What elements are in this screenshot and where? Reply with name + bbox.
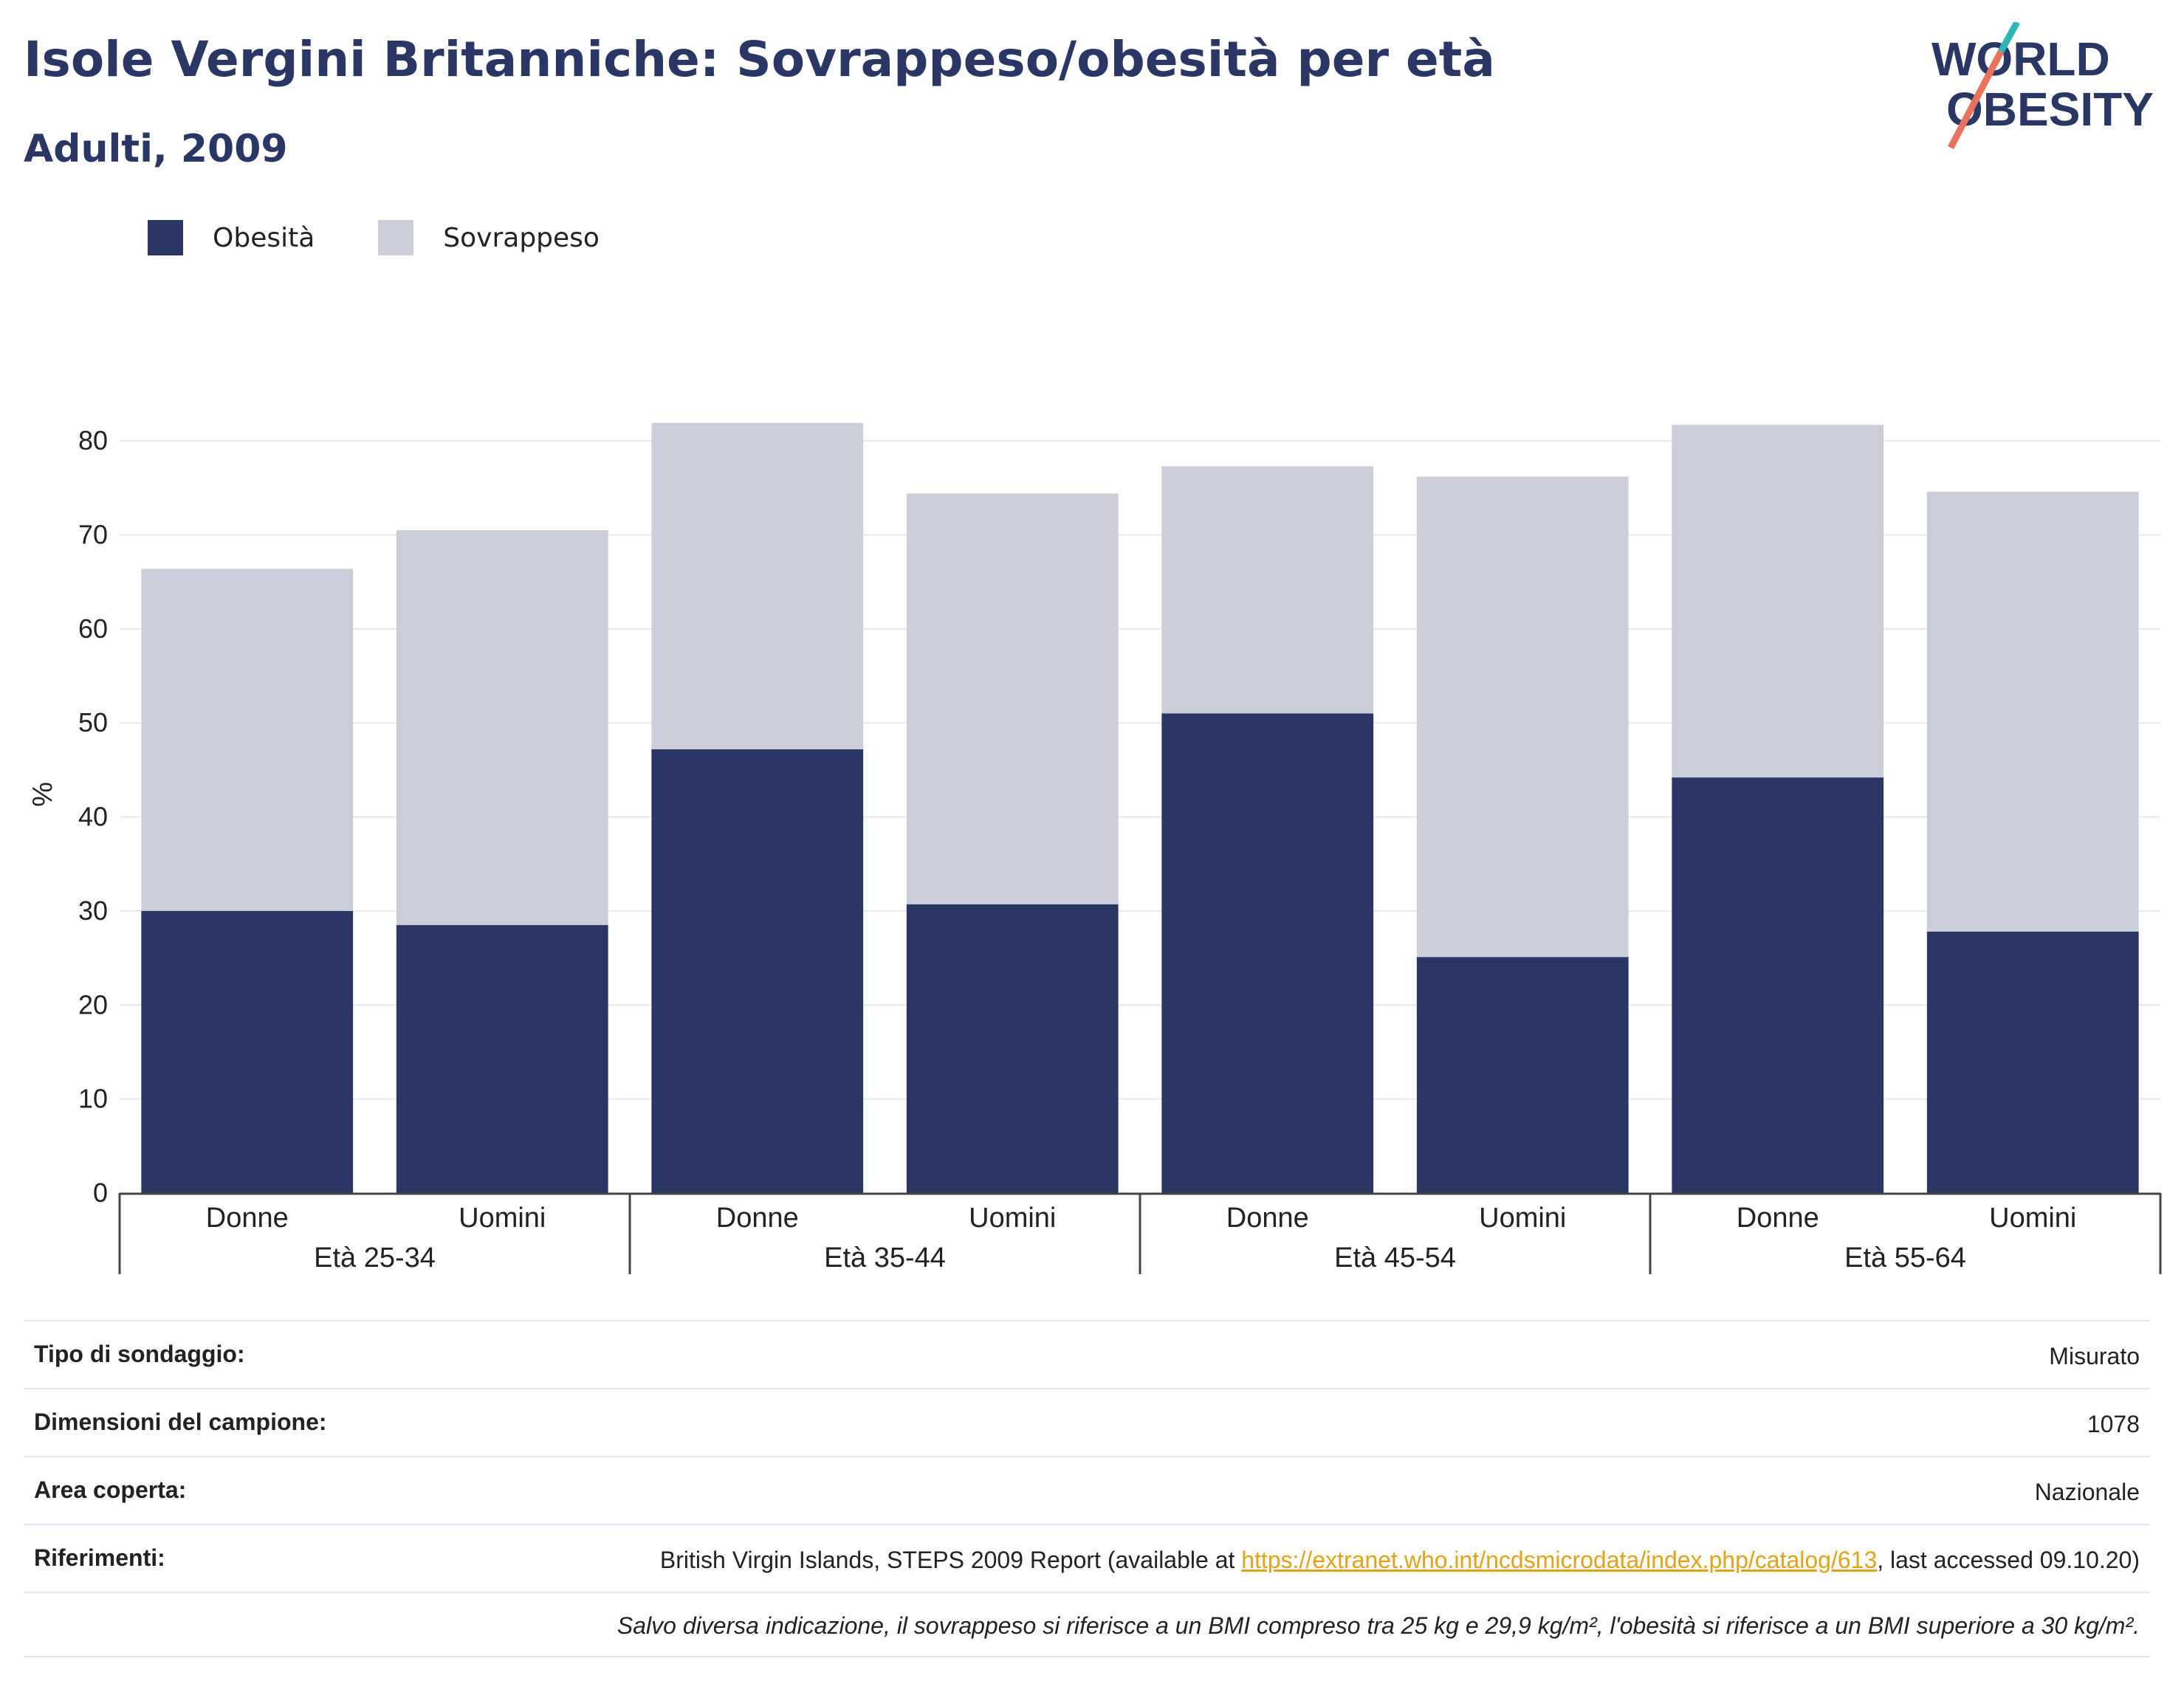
x-tick-label: Uomini	[1989, 1203, 2076, 1234]
y-tick-label: 60	[78, 613, 108, 644]
bar-obesity	[906, 904, 1119, 1193]
x-tick-label: Donne	[1226, 1203, 1309, 1234]
logo-coral-stroke	[1948, 49, 2004, 150]
info-label: Area coperta:	[34, 1476, 187, 1503]
bar-obesity	[1672, 777, 1884, 1193]
y-tick-label: 0	[93, 1177, 108, 1208]
bar-obesity	[141, 910, 354, 1193]
info-row-sample-size: Dimensioni del campione: 1078	[24, 1388, 2150, 1456]
y-tick-label: 80	[78, 425, 108, 455]
legend-label-overweight: Sovrappeso	[443, 222, 600, 253]
x-tick-label: Donne	[1737, 1203, 1819, 1234]
y-tick-label: 30	[78, 895, 108, 926]
bar-overweight	[906, 493, 1119, 905]
bar-overweight	[651, 422, 864, 749]
y-tick-label: 50	[78, 707, 108, 738]
info-value: Misurato	[2049, 1343, 2140, 1369]
info-label: Tipo di sondaggio:	[34, 1341, 245, 1367]
bar-overweight	[1416, 476, 1629, 957]
bar-chart: 0 10 20 30 40 50 60 70 80% Donne Uomini Donne Uomini…	[27, 422, 2162, 1274]
logo-line-1: WORLD	[1931, 32, 2110, 86]
x-tick-label: Donne	[206, 1203, 289, 1234]
info-value: 1078	[2087, 1411, 2140, 1437]
y-tick-label: 20	[78, 989, 108, 1020]
y-axis-label: %	[27, 782, 58, 807]
legend-swatch-overweight	[378, 220, 414, 255]
bar-overweight	[1161, 466, 1374, 714]
chart-legend: Obesità Sovrappeso	[148, 220, 663, 255]
y-tick-label: 70	[78, 520, 108, 550]
info-row-references: Riferimenti: British Virgin Islands, STE…	[24, 1524, 2150, 1592]
y-tick-label: 10	[78, 1084, 108, 1114]
page-title: Isole Vergini Britanniche: Sovrappeso/ob…	[24, 31, 1495, 88]
legend-item-overweight[interactable]: Sovrappeso	[378, 220, 600, 255]
legend-item-obesity[interactable]: Obesità	[148, 220, 315, 255]
bar-obesity	[1416, 957, 1629, 1193]
group-label: Età 35-44	[824, 1242, 946, 1273]
page-subtitle: Adulti, 2009	[24, 127, 288, 171]
bar-obesity	[651, 749, 864, 1193]
info-row-area: Area coperta: Nazionale	[24, 1456, 2150, 1524]
legend-swatch-obesity	[148, 220, 183, 255]
references-text-after: , last accessed 09.10.20)	[1877, 1547, 2140, 1573]
x-tick-label: Donne	[716, 1203, 799, 1234]
x-tick-label: Uomini	[969, 1203, 1056, 1234]
info-label: Riferimenti:	[34, 1544, 165, 1571]
references-link[interactable]: https://extranet.who.int/ncdsmicrodata/i…	[1241, 1547, 1878, 1573]
world-obesity-logo: WORLD OBESITY	[1931, 22, 2154, 150]
y-tick-label: 40	[78, 802, 108, 832]
bmi-note: Salvo diversa indicazione, il sovrappeso…	[24, 1592, 2150, 1657]
info-label: Dimensioni del campione:	[34, 1409, 327, 1435]
bar-overweight	[396, 530, 608, 926]
group-label: Età 25-34	[314, 1242, 436, 1273]
info-row-survey-type: Tipo di sondaggio: Misurato	[24, 1320, 2150, 1388]
group-label: Età 45-54	[1334, 1242, 1456, 1273]
bar-obesity	[396, 925, 608, 1193]
bar-overweight	[1672, 424, 1884, 778]
bar-overweight	[1926, 491, 2139, 932]
info-value: Nazionale	[2034, 1479, 2140, 1505]
references-value: British Virgin Islands, STEPS 2009 Repor…	[660, 1544, 2140, 1575]
group-label: Età 55-64	[1844, 1242, 1966, 1273]
info-table: Tipo di sondaggio: Misurato Dimensioni d…	[24, 1320, 2150, 1657]
legend-label-obesity: Obesità	[213, 222, 315, 253]
logo-teal-stroke	[1998, 22, 2020, 54]
references-text-before: British Virgin Islands, STEPS 2009 Repor…	[659, 1547, 1242, 1573]
bar-obesity	[1161, 713, 1374, 1193]
x-tick-label: Uomini	[1479, 1203, 1566, 1234]
bar-overweight	[141, 568, 354, 911]
x-tick-label: Uomini	[459, 1203, 546, 1234]
bar-obesity	[1926, 931, 2139, 1193]
